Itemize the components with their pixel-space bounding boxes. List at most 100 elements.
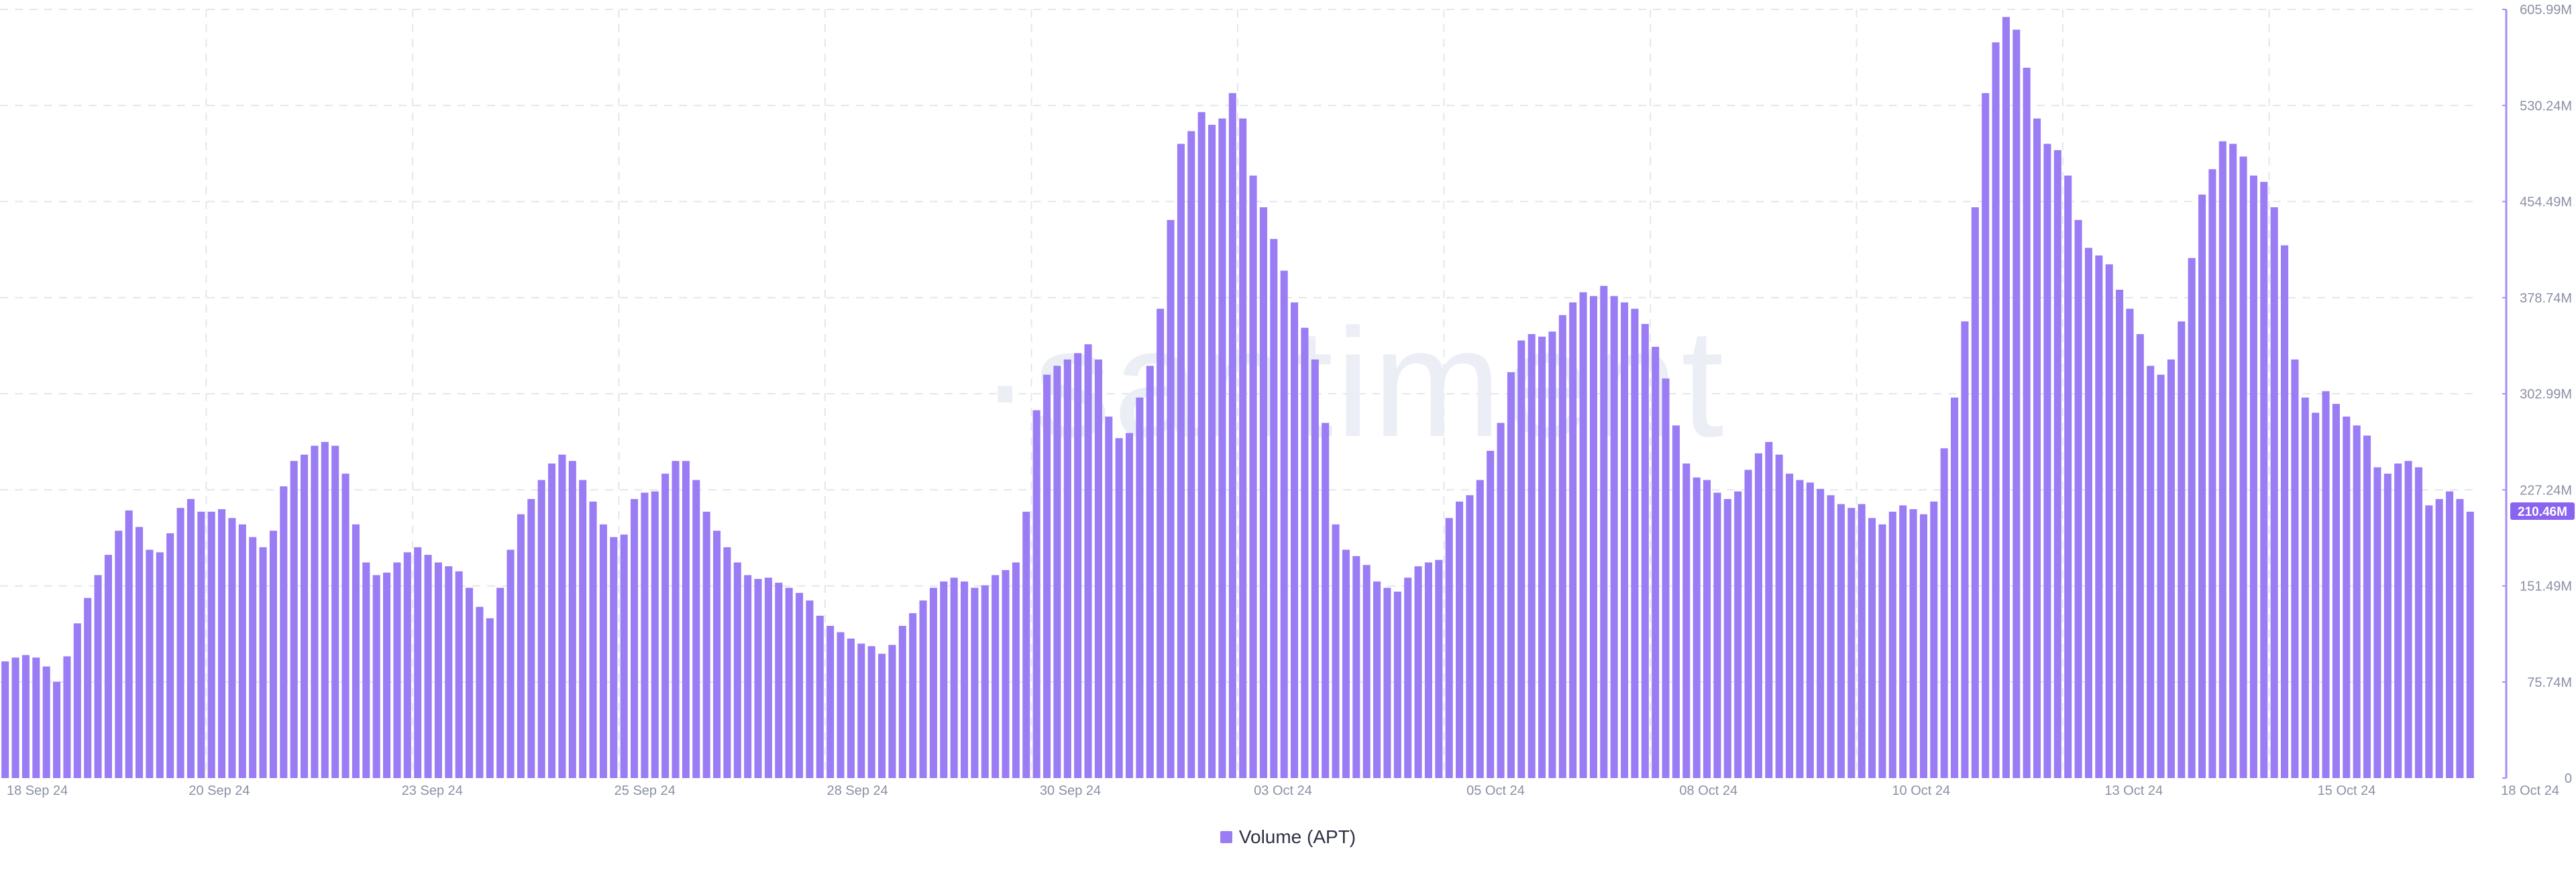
- volume-bar: [929, 588, 937, 778]
- volume-bar: [558, 454, 566, 778]
- x-tick-label: 28 Sep 24: [827, 783, 888, 798]
- volume-bar: [104, 555, 112, 778]
- volume-bar: [1868, 518, 1876, 778]
- volume-bar: [228, 518, 236, 778]
- y-tick-label: 378.74M: [2520, 291, 2572, 306]
- volume-bar: [1012, 562, 1020, 778]
- volume-bar: [136, 527, 144, 778]
- volume-bar: [1053, 366, 1061, 778]
- volume-bar: [1084, 344, 1092, 778]
- volume-bar: [311, 445, 319, 778]
- legend-swatch: [1220, 831, 1232, 843]
- volume-bar: [506, 549, 515, 778]
- volume-bar: [1992, 42, 2000, 778]
- volume-bar: [1775, 454, 1783, 778]
- volume-bar: [692, 480, 700, 778]
- volume-bar: [2446, 491, 2454, 778]
- volume-bar: [1187, 131, 1195, 778]
- volume-bar: [537, 480, 545, 778]
- volume-bar: [1703, 480, 1711, 778]
- volume-bar: [1136, 397, 1144, 778]
- volume-bar: [2043, 144, 2051, 778]
- volume-bar: [1548, 331, 1556, 779]
- volume-bar: [919, 600, 927, 778]
- volume-bar: [1827, 495, 1835, 778]
- volume-bar: [466, 588, 474, 778]
- volume-bar: [21, 655, 30, 778]
- volume-bar: [1806, 482, 1814, 778]
- volume-bar: [548, 464, 556, 778]
- volume-bar: [2157, 374, 2165, 778]
- volume-bar: [1476, 480, 1484, 778]
- volume-bar: [1414, 566, 1422, 778]
- volume-bar: [2312, 413, 2320, 778]
- volume-bar: [301, 454, 309, 778]
- volume-bar: [2188, 258, 2196, 778]
- volume-bar: [1487, 451, 1495, 778]
- volume-bar: [991, 575, 1000, 778]
- volume-bar: [806, 600, 814, 778]
- volume-bar: [796, 592, 804, 778]
- volume-bar: [2383, 474, 2392, 778]
- volume-bar: [2301, 397, 2309, 778]
- volume-bar: [63, 656, 71, 778]
- x-axis: 18 Sep 24 20 Sep 24 23 Sep 24 25 Sep 24 28 S…: [7, 783, 2559, 798]
- volume-bar: [1249, 175, 1257, 779]
- volume-bar: [837, 632, 845, 778]
- volume-bar: [238, 524, 246, 778]
- volume-bar: [1301, 327, 1309, 778]
- santiment-watermark: ·santiment: [979, 296, 1727, 469]
- volume-bar: [620, 534, 628, 778]
- last-value-badge-bg: [2510, 502, 2575, 520]
- volume-bar: [146, 549, 154, 778]
- volume-bar: [682, 461, 690, 778]
- volume-bar: [2064, 175, 2072, 779]
- volume-bar: [1, 661, 9, 778]
- volume-bar: [2002, 17, 2010, 779]
- volume-bar: [898, 626, 906, 778]
- legend[interactable]: Volume (APT): [0, 826, 2576, 848]
- x-tick-label: 13 Oct 24: [2104, 783, 2163, 798]
- y-tick-label: 454.49M: [2520, 195, 2572, 210]
- volume-bar: [1352, 556, 1360, 778]
- volume-bar: [1672, 425, 1680, 778]
- volume-bar: [2167, 359, 2175, 778]
- volume-bar: [1115, 438, 1123, 778]
- volume-bar: [950, 578, 958, 778]
- volume-bar: [909, 613, 917, 778]
- volume-bar: [1517, 340, 1525, 778]
- volume-bar: [1270, 239, 1278, 778]
- volume-bar: [754, 579, 762, 778]
- volume-bar: [1177, 144, 1185, 778]
- volume-bar: [1858, 504, 1866, 778]
- volume-bar: [2229, 144, 2237, 778]
- volume-bar: [1662, 378, 1670, 778]
- volume-bar: [631, 498, 639, 778]
- volume-bar: [1126, 433, 1134, 778]
- volume-bar: [971, 588, 979, 778]
- volume-bar: [733, 562, 741, 778]
- volume-bar: [1332, 524, 1340, 778]
- volume-bar: [1682, 464, 1690, 778]
- volume-bar: [2053, 150, 2061, 778]
- volume-bar: [2425, 505, 2433, 778]
- volume-bar: [2012, 30, 2021, 779]
- volume-bar: [414, 547, 422, 778]
- volume-bar: [1558, 315, 1566, 778]
- x-tick-label: 08 Oct 24: [1679, 783, 1737, 798]
- volume-bar: [166, 533, 174, 778]
- volume-bar: [186, 498, 195, 778]
- volume-bar: [1239, 118, 1247, 778]
- volume-bar: [2332, 404, 2340, 778]
- volume-bar: [1919, 514, 1927, 778]
- y-tick-label: 530.24M: [2520, 99, 2572, 113]
- volume-bar: [651, 491, 659, 778]
- volume-bar: [1971, 207, 1979, 778]
- volume-bar: [579, 480, 587, 778]
- volume-bar: [115, 531, 123, 778]
- volume-bar: [331, 445, 339, 778]
- volume-bar: [1322, 423, 1330, 778]
- volume-bar: [259, 547, 267, 778]
